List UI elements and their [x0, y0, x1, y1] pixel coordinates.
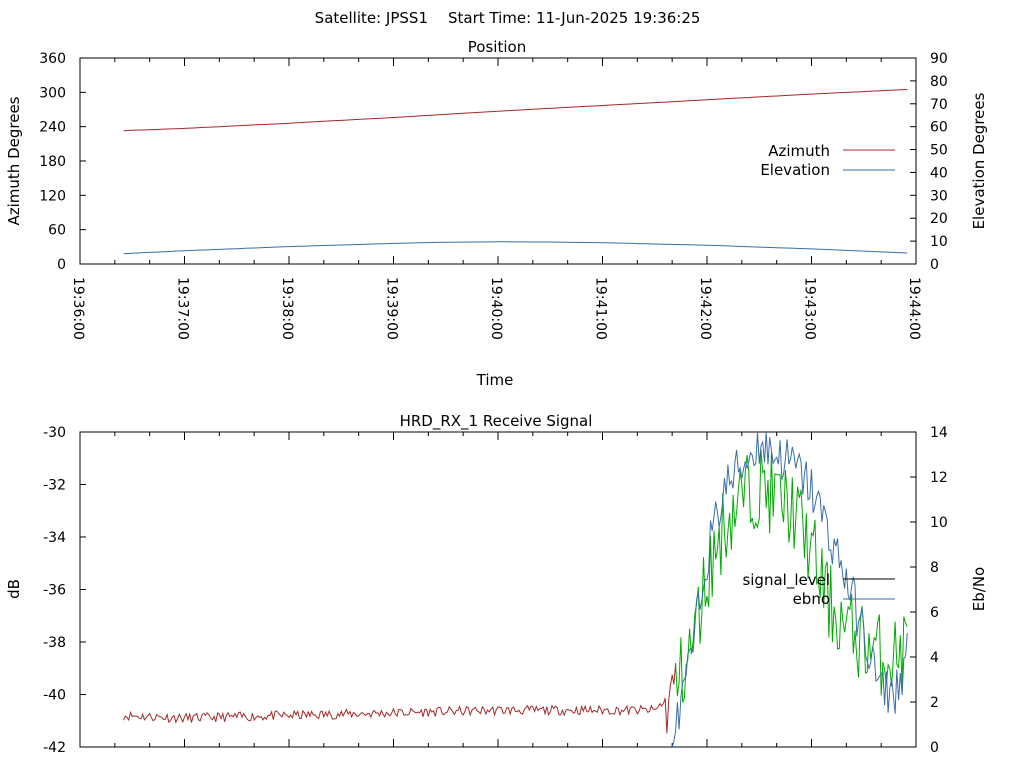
legend-azimuth-label: Azimuth: [768, 142, 830, 160]
azimuth-line: [123, 89, 908, 132]
position-x-tick-label: 19:42:00: [697, 277, 713, 340]
signal-y-tick-label: -34: [43, 530, 66, 546]
position-y2-tick-label: 10: [930, 234, 948, 250]
header-satellite: Satellite: JPSS1: [315, 9, 428, 27]
signal-y2-tick-label: 6: [930, 605, 939, 621]
signal-y-tick-label: -32: [43, 478, 66, 494]
signal-y2-tick-label: 8: [930, 560, 939, 576]
signal-level-line-high: [675, 449, 908, 703]
position-y-tick-label: 180: [39, 154, 66, 170]
position-x-tick-label: 19:44:00: [906, 277, 922, 340]
position-y2-tick-label: 0: [930, 257, 939, 273]
signal-y-axis-label: dB: [5, 579, 23, 599]
signal-y2-tick-label: 0: [930, 740, 939, 756]
position-y2-tick-label: 20: [930, 211, 948, 227]
signal-y-tick-label: -30: [43, 425, 66, 441]
position-y2-tick-label: 50: [930, 143, 948, 159]
signal-y2-tick-label: 2: [930, 695, 939, 711]
position-y-tick-label: 120: [39, 188, 66, 204]
legend-elevation-label: Elevation: [760, 161, 830, 179]
position-x-tick-label: 19:36:00: [70, 277, 86, 340]
position-x-tick-label: 19:39:00: [384, 277, 400, 340]
signal-y-tick-label: -42: [43, 740, 66, 756]
position-y2-axis-label: Elevation Degrees: [970, 92, 988, 229]
position-x-tick-label: 19:40:00: [488, 277, 504, 340]
chart-marks: 060120180240300360010203040506070809019:…: [39, 51, 948, 756]
signal-y2-axis-label: Eb/No: [970, 567, 988, 611]
position-x-tick-label: 19:41:00: [593, 277, 609, 340]
position-y2-tick-label: 70: [930, 97, 948, 113]
signal-y2-tick-label: 4: [930, 650, 939, 666]
ebno-line: [671, 431, 908, 748]
position-y-tick-label: 60: [48, 223, 66, 239]
signal-y-tick-label: -40: [43, 688, 66, 704]
legend-ebno-label: ebno: [793, 590, 830, 608]
position-y2-tick-label: 30: [930, 188, 948, 204]
elevation-line: [123, 241, 908, 255]
signal-y2-tick-label: 10: [930, 515, 948, 531]
position-y-tick-label: 360: [39, 51, 66, 67]
position-y2-tick-label: 90: [930, 51, 948, 67]
position-x-axis-label: Time: [476, 371, 514, 389]
signal-y2-tick-label: 14: [930, 425, 948, 441]
position-y-tick-label: 240: [39, 120, 66, 136]
signal-y2-tick-label: 12: [930, 470, 948, 486]
position-y-tick-label: 300: [39, 85, 66, 101]
position-x-tick-label: 19:37:00: [175, 277, 191, 340]
signal-y-tick-label: -36: [43, 583, 66, 599]
position-y-axis-label: Azimuth Degrees: [5, 96, 23, 225]
signal-chart-title: HRD_RX_1 Receive Signal: [400, 412, 593, 431]
position-y2-tick-label: 60: [930, 120, 948, 136]
position-chart-title: Position: [468, 38, 526, 56]
signal-y-tick-label: -38: [43, 635, 66, 651]
position-x-tick-label: 19:43:00: [802, 277, 818, 340]
position-y2-tick-label: 80: [930, 74, 948, 90]
header-start-time: Start Time: 11-Jun-2025 19:36:25: [448, 9, 700, 27]
position-x-tick-label: 19:38:00: [279, 277, 295, 340]
signal-plot-frame: [79, 431, 917, 748]
position-y-tick-label: 0: [57, 257, 66, 273]
position-y2-tick-label: 40: [930, 165, 948, 181]
legend-signal-level-label: signal_level: [742, 571, 830, 590]
signal-level-line-low: [123, 663, 677, 734]
